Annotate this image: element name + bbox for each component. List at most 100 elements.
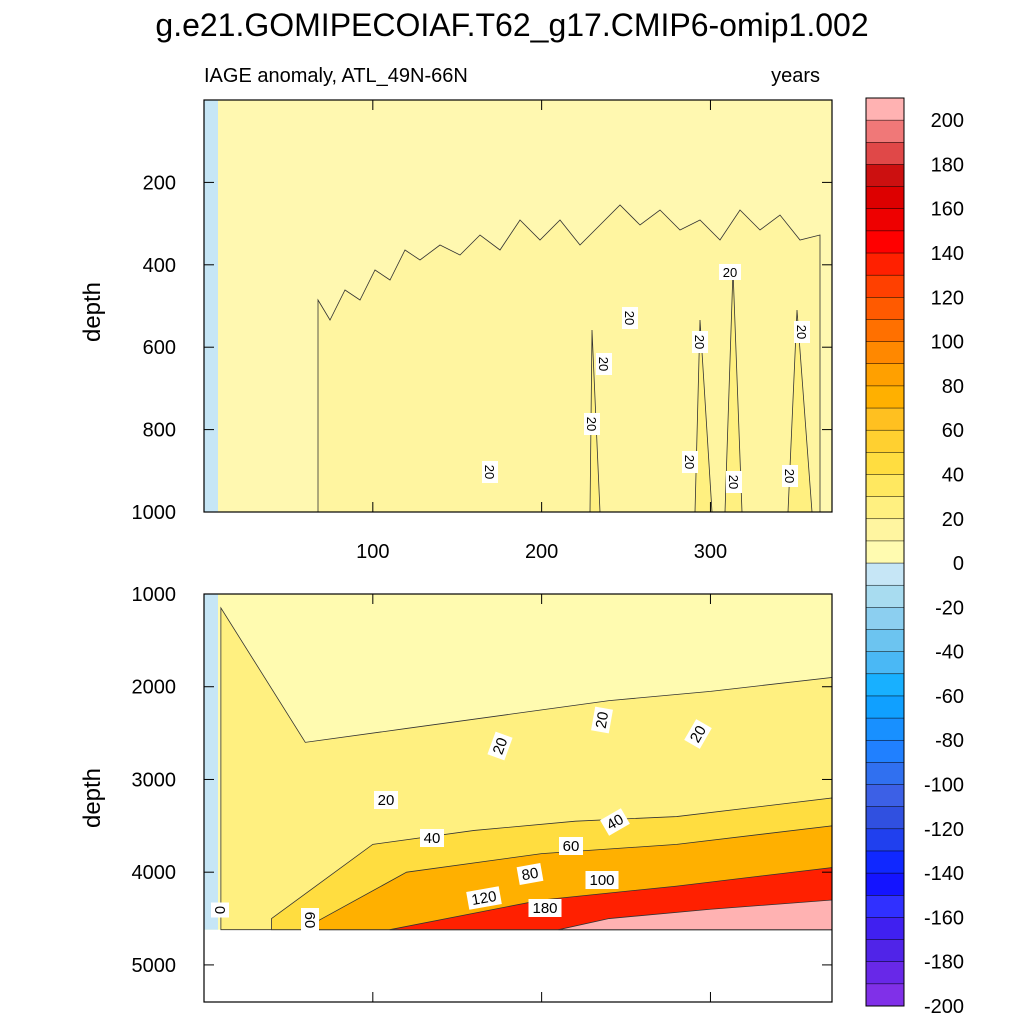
colorbar-cell <box>866 895 904 918</box>
upper-x-tick-label: 300 <box>694 541 727 563</box>
upper-y-tick-label: 800 <box>143 420 176 442</box>
upper-y-tick-label: 400 <box>143 255 176 277</box>
contour-label: 20 <box>726 471 742 493</box>
lower-plot-frame <box>203 593 833 1003</box>
colorbar-cell <box>866 385 904 409</box>
colorbar-cell <box>866 430 904 453</box>
contour-label: 20 <box>374 791 398 809</box>
colorbar-frame <box>865 97 905 1007</box>
colorbar-label: 140 <box>931 243 964 265</box>
colorbar-cell <box>866 253 904 276</box>
colorbar-cell <box>866 230 904 254</box>
svg-text:20: 20 <box>596 357 611 371</box>
colorbar-cell <box>866 452 904 475</box>
svg-text:20: 20 <box>482 465 497 479</box>
contour-label: 20 <box>682 451 698 473</box>
contour-label: 20 <box>794 321 810 343</box>
colorbar-label: 20 <box>942 509 964 531</box>
colorbar-cell <box>866 98 904 121</box>
contour-label: 20 <box>692 331 708 353</box>
colorbar-cell <box>866 319 904 342</box>
contour-label: 0 <box>211 902 229 918</box>
lower-panel: 1000 2000 3000 4000 5000 0 60 20 20 20 20 40 40 60 80… <box>79 584 833 1003</box>
colorbar-label: 160 <box>931 199 964 221</box>
colorbar-label: -180 <box>924 952 964 974</box>
colorbar-label: 60 <box>942 420 964 442</box>
contour-label: 20 <box>622 307 638 329</box>
colorbar-cell <box>866 828 904 852</box>
colorbar-cell <box>866 208 904 232</box>
colorbar-label: -120 <box>924 819 964 841</box>
svg-text:20: 20 <box>794 325 809 339</box>
colorbar-cell <box>866 341 904 365</box>
colorbar-label: 120 <box>931 287 964 309</box>
colorbar-cell <box>866 408 904 431</box>
upper-panel: 200 400 600 800 1000 100 200 300 20 20 20 20 20 20 2… <box>79 99 833 563</box>
svg-text:20: 20 <box>687 723 710 746</box>
svg-text:20: 20 <box>782 469 797 483</box>
colorbar-label: -20 <box>935 597 964 619</box>
colorbar-label: 200 <box>931 110 964 132</box>
upper-x-tick-label: 200 <box>525 541 558 563</box>
colorbar-cell <box>866 363 904 387</box>
svg-text:180: 180 <box>532 900 557 917</box>
colorbar-cell <box>866 275 904 298</box>
upper-y-axis-label: depth <box>79 282 106 342</box>
contour-band-level200_depth <box>558 899 833 931</box>
colorbar-cell <box>866 917 904 940</box>
colorbar-cell <box>866 740 904 763</box>
svg-text:40: 40 <box>604 811 627 834</box>
svg-text:20: 20 <box>593 710 613 729</box>
svg-text:60: 60 <box>563 838 580 855</box>
colorbar-cell <box>866 850 904 874</box>
contour-label: 20 <box>584 413 600 435</box>
svg-text:20: 20 <box>378 792 395 809</box>
contour-label: 60 <box>559 837 583 855</box>
contour-label: 20 <box>596 353 612 375</box>
colorbar-label: -100 <box>924 775 964 797</box>
colorbar-cell <box>866 673 904 697</box>
contour-label: 40 <box>420 829 444 847</box>
colorbar-cell <box>866 518 904 542</box>
subtitle-left: IAGE anomaly, ATL_49N-66N <box>204 65 468 87</box>
colorbar-cell <box>866 120 904 143</box>
colorbar-cell <box>866 164 904 187</box>
upper-negative-band <box>204 100 218 512</box>
colorbar-label: -140 <box>924 863 964 885</box>
colorbar-label: -160 <box>924 907 964 929</box>
colorbar-label: 180 <box>931 154 964 176</box>
svg-text:20: 20 <box>726 475 741 489</box>
svg-text:0: 0 <box>211 906 228 914</box>
upper-y-tick-label: 200 <box>143 172 176 194</box>
colorbar-cell <box>866 873 904 896</box>
lower-y-axis-label: depth <box>79 768 106 828</box>
upper-contour-20-region <box>317 204 821 513</box>
lower-y-tick-label: 2000 <box>132 677 177 699</box>
svg-text:60: 60 <box>301 912 318 929</box>
contour-label: 180 <box>528 899 562 917</box>
colorbar-cell <box>866 186 904 210</box>
upper-y-tick-label: 1000 <box>132 502 177 524</box>
svg-text:20: 20 <box>584 417 599 431</box>
colorbar-cell <box>866 961 904 985</box>
colorbar-cell <box>866 939 904 963</box>
colorbar-label: 0 <box>953 553 964 575</box>
chart-title: g.e21.GOMIPECOIAF.T62_g17.CMIP6-omip1.00… <box>155 7 868 43</box>
contour-label: 20 <box>487 731 513 761</box>
colorbar-cell <box>866 629 904 652</box>
colorbar-label: 40 <box>942 464 964 486</box>
colorbar-cell <box>866 695 904 719</box>
contour-label: 20 <box>782 465 798 487</box>
svg-text:20: 20 <box>723 265 737 280</box>
contour-label: 40 <box>600 808 630 836</box>
colorbar-cell <box>866 540 904 564</box>
colorbar-cell <box>866 762 904 785</box>
colorbar-label: -80 <box>935 730 964 752</box>
colorbar-label: -200 <box>924 996 964 1018</box>
lower-y-tick-label: 3000 <box>132 769 177 791</box>
lower-y-tick-label: 5000 <box>132 955 177 977</box>
upper-plot-frame <box>203 99 833 513</box>
colorbar-cell <box>866 563 904 586</box>
contour-label: 20 <box>719 264 741 280</box>
